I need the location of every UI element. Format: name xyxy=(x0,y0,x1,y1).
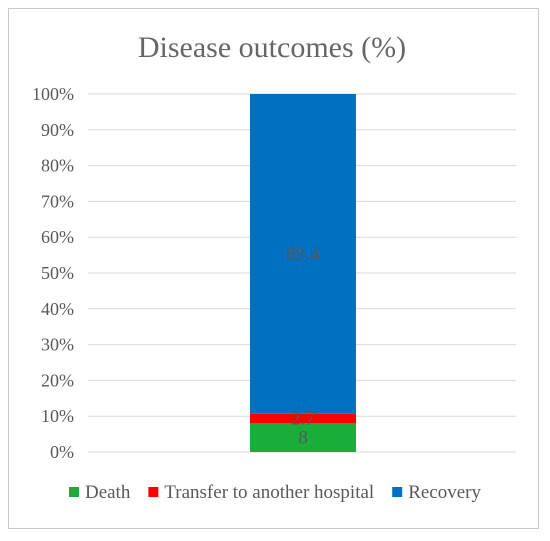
data-label: 2.7 xyxy=(291,409,315,430)
legend-label: Death xyxy=(85,482,131,503)
y-tick-label: 20% xyxy=(41,370,74,390)
bar-segment-recovery xyxy=(250,94,356,414)
bar-segment-transfer-to-another-hospital xyxy=(250,413,356,424)
stacked-bar xyxy=(250,94,356,452)
y-tick-label: 30% xyxy=(41,335,74,355)
y-tick-label: 40% xyxy=(41,299,74,319)
y-tick-label: 0% xyxy=(50,442,74,462)
y-tick-label: 80% xyxy=(41,156,74,176)
data-label: 8 xyxy=(298,428,308,449)
y-tick-label: 90% xyxy=(41,120,74,140)
bar-segment-death xyxy=(250,423,356,452)
y-tick-label: 50% xyxy=(41,263,74,283)
legend-swatch xyxy=(68,487,79,497)
y-tick-label: 100% xyxy=(32,84,74,104)
chart-title: Disease outcomes (%) xyxy=(138,31,406,64)
y-tick-label: 10% xyxy=(41,406,74,426)
data-labels: 82.7 89.4 xyxy=(286,244,320,449)
legend-label: Transfer to another hospital xyxy=(164,482,374,503)
legend-swatch xyxy=(148,487,159,497)
legend: Death Transfer to another hospital Recover… xyxy=(68,482,482,503)
y-axis-ticks: 0% 10% 20% 30% 40% 50% 60% 70% 80% 90% 100% xyxy=(32,84,74,462)
y-tick-label: 60% xyxy=(41,227,74,247)
legend-label: Recovery xyxy=(408,482,481,503)
y-tick-label: 70% xyxy=(41,191,74,211)
data-label: 89.4 xyxy=(286,244,320,265)
legend-swatch xyxy=(392,487,403,497)
